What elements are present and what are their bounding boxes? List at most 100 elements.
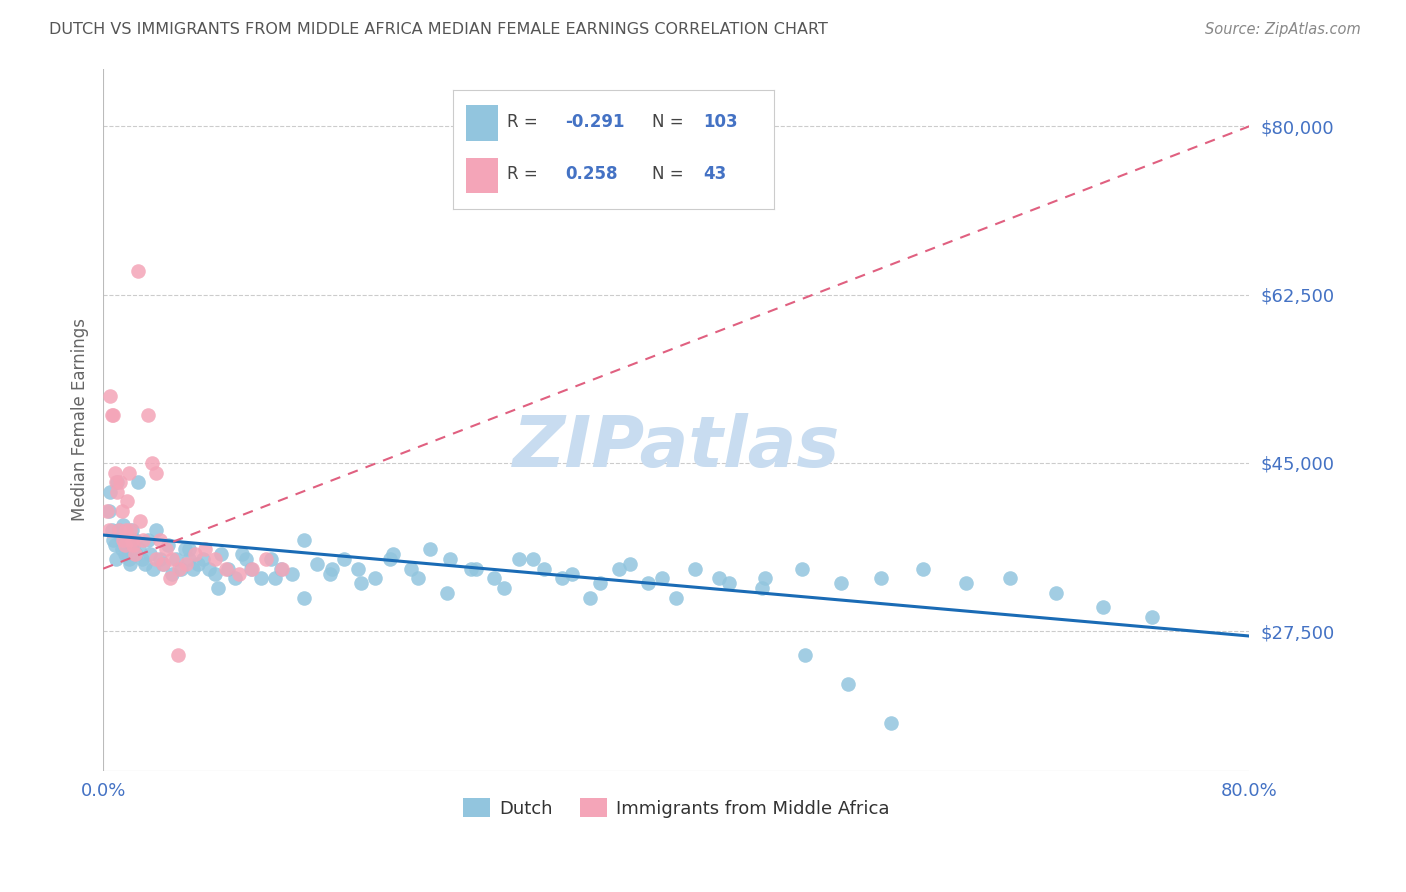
Point xyxy=(122,538,145,552)
Point xyxy=(998,571,1021,585)
Point xyxy=(204,566,226,581)
Point xyxy=(1045,586,1067,600)
Point xyxy=(751,581,773,595)
Point xyxy=(589,576,612,591)
Point xyxy=(880,715,903,730)
Point xyxy=(110,528,132,542)
Point xyxy=(264,571,287,585)
Point xyxy=(152,557,174,571)
Point xyxy=(167,562,190,576)
Point xyxy=(136,533,159,547)
Point xyxy=(228,566,250,581)
Point xyxy=(115,523,138,537)
Point xyxy=(108,523,131,537)
Point xyxy=(321,562,343,576)
Point xyxy=(111,504,134,518)
Point xyxy=(292,533,315,547)
Point xyxy=(149,533,172,547)
Point xyxy=(125,547,148,561)
Point xyxy=(709,571,731,585)
Point xyxy=(683,562,706,576)
Point xyxy=(145,552,167,566)
Point xyxy=(305,557,328,571)
Text: ZIPatlas: ZIPatlas xyxy=(513,413,839,483)
Point xyxy=(124,547,146,561)
Point xyxy=(112,533,135,547)
Point xyxy=(169,562,191,576)
Point xyxy=(439,552,461,566)
Point xyxy=(97,504,120,518)
Point xyxy=(187,557,209,571)
Point xyxy=(177,542,200,557)
Point xyxy=(132,533,155,547)
Point xyxy=(270,562,292,576)
Point xyxy=(149,552,172,566)
Point xyxy=(830,576,852,591)
Point xyxy=(114,538,136,552)
Point xyxy=(318,566,340,581)
Y-axis label: Median Female Earnings: Median Female Earnings xyxy=(72,318,89,521)
Point xyxy=(198,562,221,576)
Point xyxy=(174,557,197,571)
Point xyxy=(104,466,127,480)
Point xyxy=(665,591,688,605)
Point xyxy=(561,566,583,581)
Point xyxy=(107,484,129,499)
Point xyxy=(183,562,205,576)
Point xyxy=(754,571,776,585)
Point xyxy=(207,581,229,595)
Point xyxy=(651,571,673,585)
Point xyxy=(117,494,139,508)
Point xyxy=(607,562,630,576)
Point xyxy=(110,475,132,490)
Point xyxy=(145,523,167,537)
Point xyxy=(533,562,555,576)
Point xyxy=(141,456,163,470)
Point xyxy=(231,547,253,561)
Point xyxy=(120,557,142,571)
Point xyxy=(159,571,181,585)
Point xyxy=(152,557,174,571)
Point xyxy=(204,552,226,566)
Point xyxy=(911,562,934,576)
Point xyxy=(1140,609,1163,624)
Point xyxy=(215,562,238,576)
Point xyxy=(177,552,200,566)
Point xyxy=(127,475,149,490)
Point xyxy=(105,475,128,490)
Point xyxy=(111,542,134,557)
Point xyxy=(117,542,139,557)
Point xyxy=(98,388,121,402)
Point xyxy=(347,562,370,576)
Point xyxy=(142,562,165,576)
Point xyxy=(792,562,814,576)
Point xyxy=(120,523,142,537)
Point xyxy=(139,547,162,561)
Point xyxy=(350,576,373,591)
Point xyxy=(173,542,195,557)
Point xyxy=(718,576,741,591)
Point xyxy=(256,552,278,566)
Point xyxy=(484,571,506,585)
Point xyxy=(121,533,143,547)
Point xyxy=(637,576,659,591)
Point xyxy=(96,504,118,518)
Point xyxy=(100,523,122,537)
Point xyxy=(794,648,817,663)
Point xyxy=(209,547,232,561)
Point xyxy=(378,552,401,566)
Point xyxy=(105,552,128,566)
Point xyxy=(271,562,294,576)
Point xyxy=(550,571,572,585)
Point xyxy=(98,484,121,499)
Point xyxy=(619,557,641,571)
Point xyxy=(508,552,530,566)
Point xyxy=(107,475,129,490)
Point xyxy=(333,552,356,566)
Point xyxy=(217,562,239,576)
Point xyxy=(127,263,149,277)
Point xyxy=(419,542,441,557)
Point xyxy=(408,571,430,585)
Point xyxy=(121,523,143,537)
Point xyxy=(165,552,187,566)
